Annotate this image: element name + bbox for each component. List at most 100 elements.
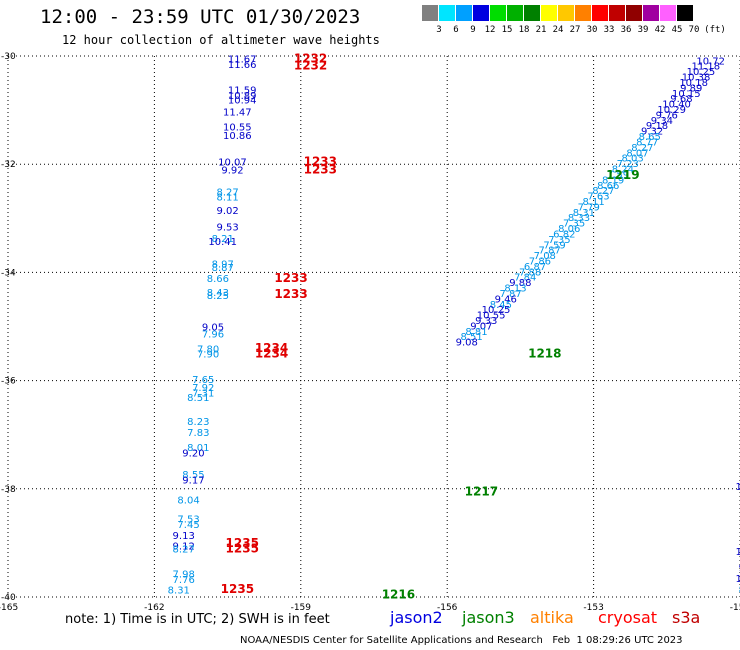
swh-value: 9.18 bbox=[646, 121, 668, 132]
swh-value: 8.11 bbox=[216, 193, 238, 204]
legend-swatch bbox=[660, 5, 676, 21]
swh-value: 7.76 bbox=[173, 575, 195, 586]
swh-value: 7.08 bbox=[534, 251, 556, 262]
swh-value: 8.11 bbox=[582, 197, 604, 208]
legend-swatch bbox=[473, 5, 489, 21]
swh-value: 8.06 bbox=[558, 224, 580, 235]
swh-value: 7.86 bbox=[529, 256, 551, 267]
legend-label: 42 bbox=[654, 25, 666, 35]
legend-label: 24 bbox=[552, 25, 564, 35]
swh-value: 10.55 bbox=[735, 547, 740, 558]
swh-value: 10.38 bbox=[682, 73, 711, 84]
pass-number: 1234 bbox=[255, 341, 288, 355]
swh-value: 9.32 bbox=[641, 127, 663, 138]
swh-value: 10.72 bbox=[696, 56, 725, 67]
swh-value: 8.31 bbox=[168, 585, 190, 596]
legend-swatch bbox=[507, 5, 523, 21]
swh-value: 8.87 bbox=[212, 263, 234, 274]
legend-swatch bbox=[439, 5, 455, 21]
legend-swatch bbox=[592, 5, 608, 21]
swh-value: 9.12 bbox=[173, 542, 195, 553]
swh-value: 7.63 bbox=[587, 192, 609, 203]
swh-value: 7.98 bbox=[173, 570, 195, 581]
lat-tick-label: -32 bbox=[1, 160, 16, 170]
pass-number: 1235 bbox=[221, 582, 254, 596]
swh-value: 9.46 bbox=[495, 294, 517, 305]
pass-number: 1233 bbox=[274, 287, 307, 301]
swh-value: 8.25 bbox=[207, 291, 229, 302]
swh-value: 9.08 bbox=[456, 338, 478, 349]
swh-value: 8.55 bbox=[182, 470, 204, 481]
swh-value: 8.27 bbox=[592, 186, 614, 197]
pass-number: 1235 bbox=[226, 536, 259, 550]
swh-value: 7.45 bbox=[177, 520, 199, 531]
swh-value: 9.53 bbox=[216, 222, 238, 233]
swh-value: 7.92 bbox=[192, 383, 214, 394]
swh-value: 7.88 bbox=[519, 267, 541, 278]
pass-number: 1232 bbox=[294, 52, 327, 66]
credit-footer: NOAA/NESDIS Center for Satellite Applica… bbox=[240, 635, 683, 646]
footnote: note: 1) Time is in UTC; 2) SWH is in fe… bbox=[65, 612, 330, 627]
swh-value: 8.27 bbox=[631, 143, 653, 154]
lon-tick-label: -162 bbox=[144, 603, 164, 613]
legend-label: 36 bbox=[620, 25, 632, 35]
swh-value: 8.03 bbox=[622, 154, 644, 165]
swh-value: 8.65 bbox=[639, 132, 661, 143]
swh-value: 7.31 bbox=[192, 389, 214, 400]
swh-value: 11.18 bbox=[692, 62, 721, 73]
swh-value: 10.41 bbox=[208, 237, 237, 248]
swh-value: 11.59 bbox=[228, 86, 257, 97]
swh-value: 9.20 bbox=[739, 563, 740, 574]
legend-swatch bbox=[541, 5, 557, 21]
swh-value: 10.56 bbox=[735, 482, 740, 493]
swh-value: 7.87 bbox=[500, 289, 522, 300]
swh-value: 8.23 bbox=[187, 417, 209, 428]
swh-value: 10.94 bbox=[228, 95, 257, 106]
swh-value: 7.79 bbox=[578, 202, 600, 213]
swh-value: 10.27 bbox=[735, 574, 740, 585]
swh-value: 7.35 bbox=[563, 219, 585, 230]
swh-value: 10.55 bbox=[223, 122, 252, 133]
swh-value: 8.51 bbox=[460, 332, 482, 343]
legend-swatch bbox=[609, 5, 625, 21]
legend-unit: (ft) bbox=[704, 25, 726, 35]
swh-value: 10.40 bbox=[662, 100, 691, 111]
lon-tick-label: -159 bbox=[291, 603, 312, 613]
pass-number: 1219 bbox=[606, 168, 639, 182]
swh-value: 8.21 bbox=[212, 234, 234, 245]
legend-swatch bbox=[643, 5, 659, 21]
swh-value: 8.01 bbox=[187, 443, 209, 454]
swh-value: 9.33 bbox=[475, 316, 497, 327]
legend-label: 30 bbox=[586, 25, 598, 35]
pass-number: 1217 bbox=[465, 485, 498, 499]
map-grid bbox=[7, 55, 740, 598]
swh-value: 8.24 bbox=[612, 165, 634, 176]
legend-label: 27 bbox=[569, 25, 581, 35]
pass-number: 1232 bbox=[294, 59, 327, 73]
pass-number: 1233 bbox=[274, 271, 307, 285]
swh-value: 10.25 bbox=[687, 67, 716, 78]
swh-value: 8.13 bbox=[504, 284, 526, 295]
legend-label: 15 bbox=[501, 25, 513, 35]
pass-number: 1234 bbox=[255, 347, 288, 361]
legend-label: 9 bbox=[470, 25, 476, 35]
swh-value: 10.07 bbox=[218, 157, 247, 168]
swh-value: 8.27 bbox=[216, 187, 238, 198]
swh-value: 10.18 bbox=[679, 78, 708, 89]
axis-ticks: -30 -32 -34 -36 -38 -40-165 -162 -159 -156 -153 -1… bbox=[0, 52, 740, 613]
swh-value: 9.07 bbox=[470, 321, 492, 332]
sat-jason2: jason2 bbox=[390, 608, 443, 627]
pass-number: 1235 bbox=[226, 541, 259, 555]
legend-label: 18 bbox=[518, 25, 530, 35]
sat-jason3: jason3 bbox=[462, 608, 515, 627]
page-title: 12:00 - 23:59 UTC 01/30/2023 bbox=[40, 6, 361, 28]
legend-swatch bbox=[626, 5, 642, 21]
swh-value: 11.47 bbox=[223, 108, 252, 119]
swh-value: 11.66 bbox=[228, 60, 257, 71]
lon-tick-label: -156 bbox=[437, 603, 458, 613]
swh-value: 7.35 bbox=[548, 235, 570, 246]
lat-tick-label: -30 bbox=[1, 52, 16, 62]
legend-label: 33 bbox=[603, 25, 615, 35]
swh-value: 9.17 bbox=[182, 476, 204, 487]
swh-value: 9.92 bbox=[221, 166, 243, 177]
